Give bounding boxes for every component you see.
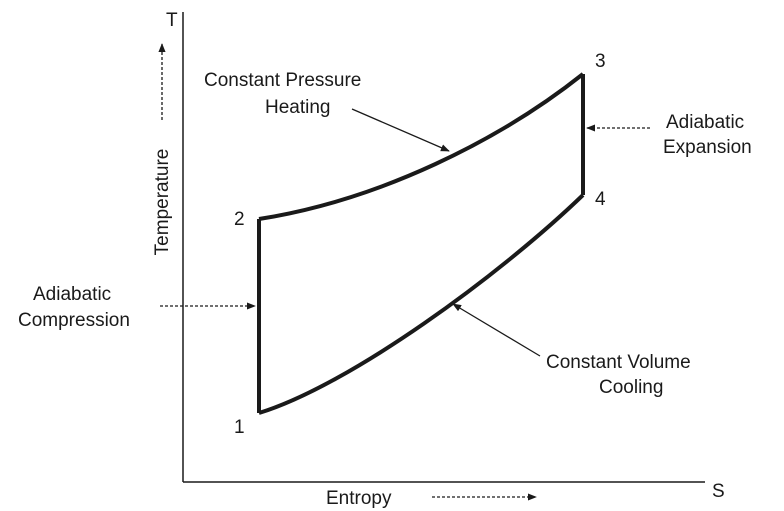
y-axis-label: Temperature bbox=[152, 149, 173, 256]
process-2-3-constant-pressure-heating bbox=[258, 72, 585, 221]
cooling-arrow bbox=[452, 303, 541, 357]
point-1-label: 1 bbox=[234, 417, 245, 438]
point-2-label: 2 bbox=[234, 209, 245, 230]
expansion-label-line1: Adiabatic bbox=[666, 112, 744, 133]
compression-label-line1: Adiabatic bbox=[33, 284, 111, 305]
cooling-label-line1: Constant Volume bbox=[546, 352, 691, 373]
cooling-label-line2: Cooling bbox=[599, 377, 663, 398]
point-3-label: 3 bbox=[595, 51, 606, 72]
point-4-label: 4 bbox=[595, 189, 606, 210]
heating-arrow bbox=[351, 108, 450, 152]
heating-label-line1: Constant Pressure bbox=[204, 70, 361, 91]
expansion-label-line2: Expansion bbox=[663, 137, 752, 158]
process-4-1-constant-volume-cooling bbox=[258, 193, 585, 415]
y-axis-symbol: T bbox=[166, 10, 178, 31]
heating-label-line2: Heating bbox=[265, 97, 331, 118]
x-axis-label: Entropy bbox=[326, 488, 392, 509]
x-axis-symbol: S bbox=[712, 481, 725, 502]
compression-label-line2: Compression bbox=[18, 310, 130, 331]
